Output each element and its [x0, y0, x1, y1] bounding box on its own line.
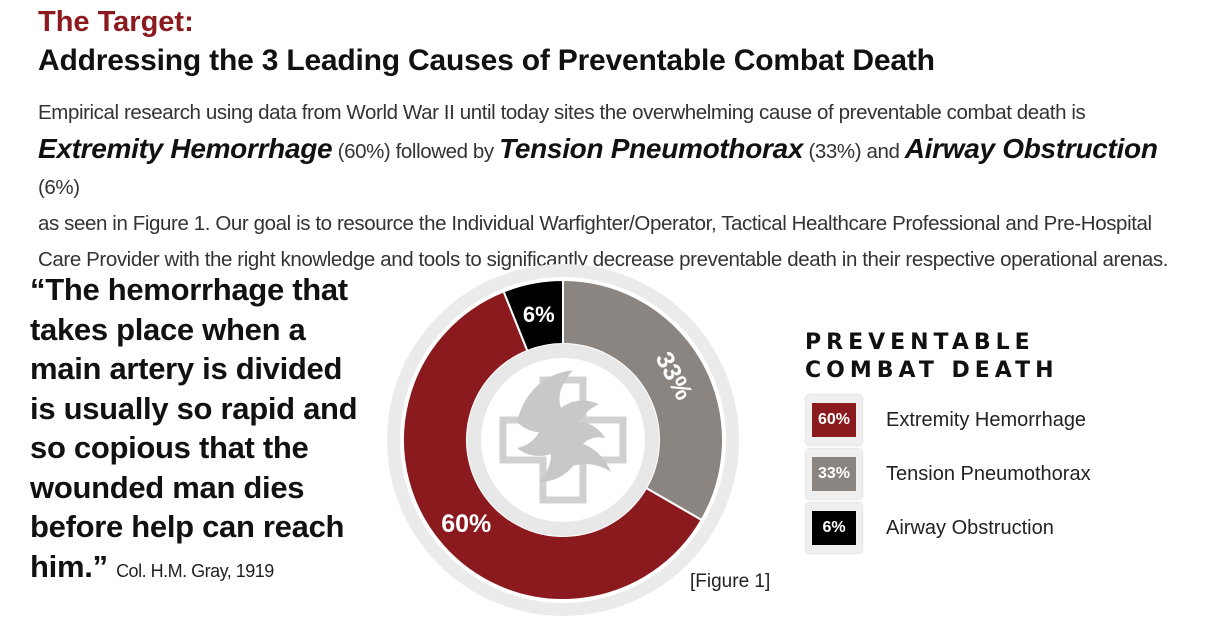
legend-label-airway: Airway Obstruction — [886, 517, 1054, 540]
legend-swatch-frame: 33% — [806, 449, 862, 499]
quote-text: “The hemorrhage that takes place when a … — [30, 272, 357, 584]
cause-hemorrhage: Extremity Hemorrhage — [38, 133, 332, 164]
cause-pneumothorax: Tension Pneumothorax — [499, 133, 803, 164]
legend-label-pneumothorax: Tension Pneumothorax — [886, 463, 1091, 486]
quote-block: “The hemorrhage that takes place when a … — [30, 270, 360, 591]
donut-label-airway: 6% — [523, 302, 555, 327]
cause-hemorrhage-pct: (60%) followed by — [332, 140, 499, 163]
donut-chart: 6%33%60% — [385, 262, 741, 618]
legend-title: PREVENTABLE COMBAT DEATH — [805, 329, 1115, 385]
legend-label-hemorrhage: Extremity Hemorrhage — [886, 409, 1086, 432]
legend-item-airway: 6% Airway Obstruction — [806, 501, 1091, 555]
cause-airway-pct: (6%) — [38, 176, 80, 199]
legend-item-pneumothorax: 33% Tension Pneumothorax — [806, 447, 1091, 501]
figure-label: [Figure 1] — [690, 571, 770, 593]
legend-swatch-frame: 6% — [806, 503, 862, 553]
intro-text-1: Empirical research using data from World… — [38, 101, 1085, 124]
page-title: Addressing the 3 Leading Causes of Preve… — [38, 44, 935, 78]
legend-swatch-frame: 60% — [806, 395, 862, 445]
donut-chart-svg: 6%33%60% — [385, 262, 741, 618]
legend-swatch-airway: 6% — [812, 511, 856, 545]
legend-swatch-pneumothorax: 33% — [812, 457, 856, 491]
chart-legend: 60% Extremity Hemorrhage 33% Tension Pne… — [806, 393, 1091, 555]
donut-label-hemorrhage: 60% — [441, 510, 491, 538]
cause-pneumothorax-pct: (33%) and — [803, 140, 905, 163]
legend-swatch-hemorrhage: 60% — [812, 403, 856, 437]
intro-paragraph: Empirical research using data from World… — [38, 95, 1178, 278]
cause-airway: Airway Obstruction — [905, 133, 1158, 164]
legend-item-hemorrhage: 60% Extremity Hemorrhage — [806, 393, 1091, 447]
quote-attribution: Col. H.M. Gray, 1919 — [116, 561, 274, 581]
kicker-title: The Target: — [38, 6, 194, 39]
